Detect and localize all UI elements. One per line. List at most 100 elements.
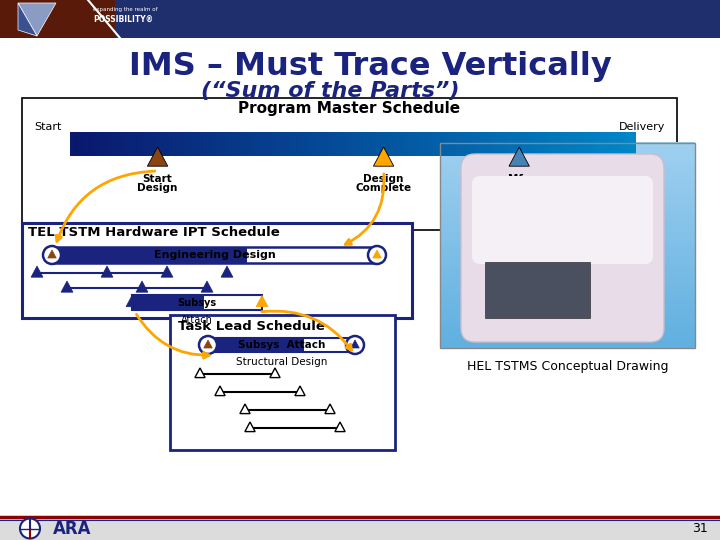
FancyBboxPatch shape [440,207,695,211]
FancyBboxPatch shape [400,132,405,156]
FancyBboxPatch shape [440,276,695,280]
FancyBboxPatch shape [440,211,695,215]
FancyBboxPatch shape [440,272,695,276]
Polygon shape [204,340,212,348]
FancyBboxPatch shape [440,245,695,249]
FancyBboxPatch shape [268,132,273,156]
FancyBboxPatch shape [159,132,165,156]
Polygon shape [374,147,394,166]
Polygon shape [373,250,382,258]
FancyBboxPatch shape [559,132,565,156]
FancyBboxPatch shape [440,228,695,232]
Polygon shape [61,281,73,292]
FancyBboxPatch shape [235,132,240,156]
FancyBboxPatch shape [414,132,419,156]
FancyBboxPatch shape [508,132,513,156]
FancyBboxPatch shape [440,286,695,290]
FancyBboxPatch shape [249,132,254,156]
FancyBboxPatch shape [485,132,490,156]
FancyBboxPatch shape [155,132,160,156]
FancyBboxPatch shape [440,241,695,246]
FancyBboxPatch shape [131,132,137,156]
FancyBboxPatch shape [145,132,150,156]
FancyBboxPatch shape [498,132,504,156]
FancyBboxPatch shape [440,170,695,174]
FancyBboxPatch shape [442,132,447,156]
FancyBboxPatch shape [522,132,527,156]
FancyBboxPatch shape [446,132,452,156]
Circle shape [199,336,217,354]
FancyBboxPatch shape [338,132,343,156]
FancyBboxPatch shape [272,132,278,156]
FancyBboxPatch shape [517,132,523,156]
FancyBboxPatch shape [440,150,695,153]
FancyBboxPatch shape [333,132,339,156]
FancyBboxPatch shape [470,132,475,156]
Polygon shape [31,266,43,277]
FancyBboxPatch shape [244,132,250,156]
Text: HEL TSTMS Conceptual Drawing: HEL TSTMS Conceptual Drawing [467,360,668,373]
FancyBboxPatch shape [0,0,115,38]
FancyBboxPatch shape [132,295,204,310]
FancyBboxPatch shape [440,238,695,242]
FancyBboxPatch shape [211,132,217,156]
FancyBboxPatch shape [440,344,695,348]
FancyBboxPatch shape [315,132,320,156]
Polygon shape [245,422,255,431]
FancyBboxPatch shape [202,132,207,156]
FancyBboxPatch shape [440,269,695,273]
FancyBboxPatch shape [179,132,184,156]
FancyBboxPatch shape [197,132,202,156]
FancyBboxPatch shape [555,132,560,156]
FancyBboxPatch shape [489,132,495,156]
Polygon shape [48,250,56,258]
FancyBboxPatch shape [433,132,438,156]
FancyBboxPatch shape [440,262,695,266]
FancyBboxPatch shape [207,132,212,156]
FancyBboxPatch shape [208,338,304,352]
FancyBboxPatch shape [440,300,695,303]
FancyBboxPatch shape [440,225,695,228]
FancyBboxPatch shape [208,338,355,352]
FancyBboxPatch shape [423,132,428,156]
Polygon shape [148,147,168,166]
FancyBboxPatch shape [583,132,588,156]
FancyBboxPatch shape [258,132,264,156]
FancyBboxPatch shape [440,255,695,259]
Text: 31: 31 [692,522,708,535]
FancyBboxPatch shape [127,132,132,156]
Text: expanding the realm of: expanding the realm of [93,8,158,12]
FancyBboxPatch shape [296,132,301,156]
FancyBboxPatch shape [616,132,621,156]
Polygon shape [295,386,305,396]
FancyBboxPatch shape [230,132,235,156]
FancyBboxPatch shape [357,132,362,156]
FancyBboxPatch shape [626,132,631,156]
FancyBboxPatch shape [440,187,695,191]
FancyBboxPatch shape [52,247,377,263]
Polygon shape [215,386,225,396]
Text: Engineering Design: Engineering Design [153,250,275,260]
FancyBboxPatch shape [440,341,695,345]
Text: Design: Design [364,174,404,184]
FancyBboxPatch shape [169,132,174,156]
FancyBboxPatch shape [164,132,169,156]
FancyBboxPatch shape [485,262,590,318]
FancyBboxPatch shape [150,132,156,156]
FancyBboxPatch shape [461,132,466,156]
FancyBboxPatch shape [117,132,122,156]
Polygon shape [325,404,335,414]
FancyBboxPatch shape [292,132,297,156]
Polygon shape [509,147,529,166]
Text: ARA: ARA [53,519,91,537]
Polygon shape [101,266,113,277]
FancyBboxPatch shape [183,132,189,156]
FancyBboxPatch shape [440,194,695,198]
FancyBboxPatch shape [440,334,695,338]
FancyBboxPatch shape [253,132,259,156]
FancyBboxPatch shape [440,177,695,180]
FancyBboxPatch shape [440,313,695,317]
FancyBboxPatch shape [324,132,330,156]
FancyBboxPatch shape [440,330,695,334]
FancyBboxPatch shape [84,132,89,156]
